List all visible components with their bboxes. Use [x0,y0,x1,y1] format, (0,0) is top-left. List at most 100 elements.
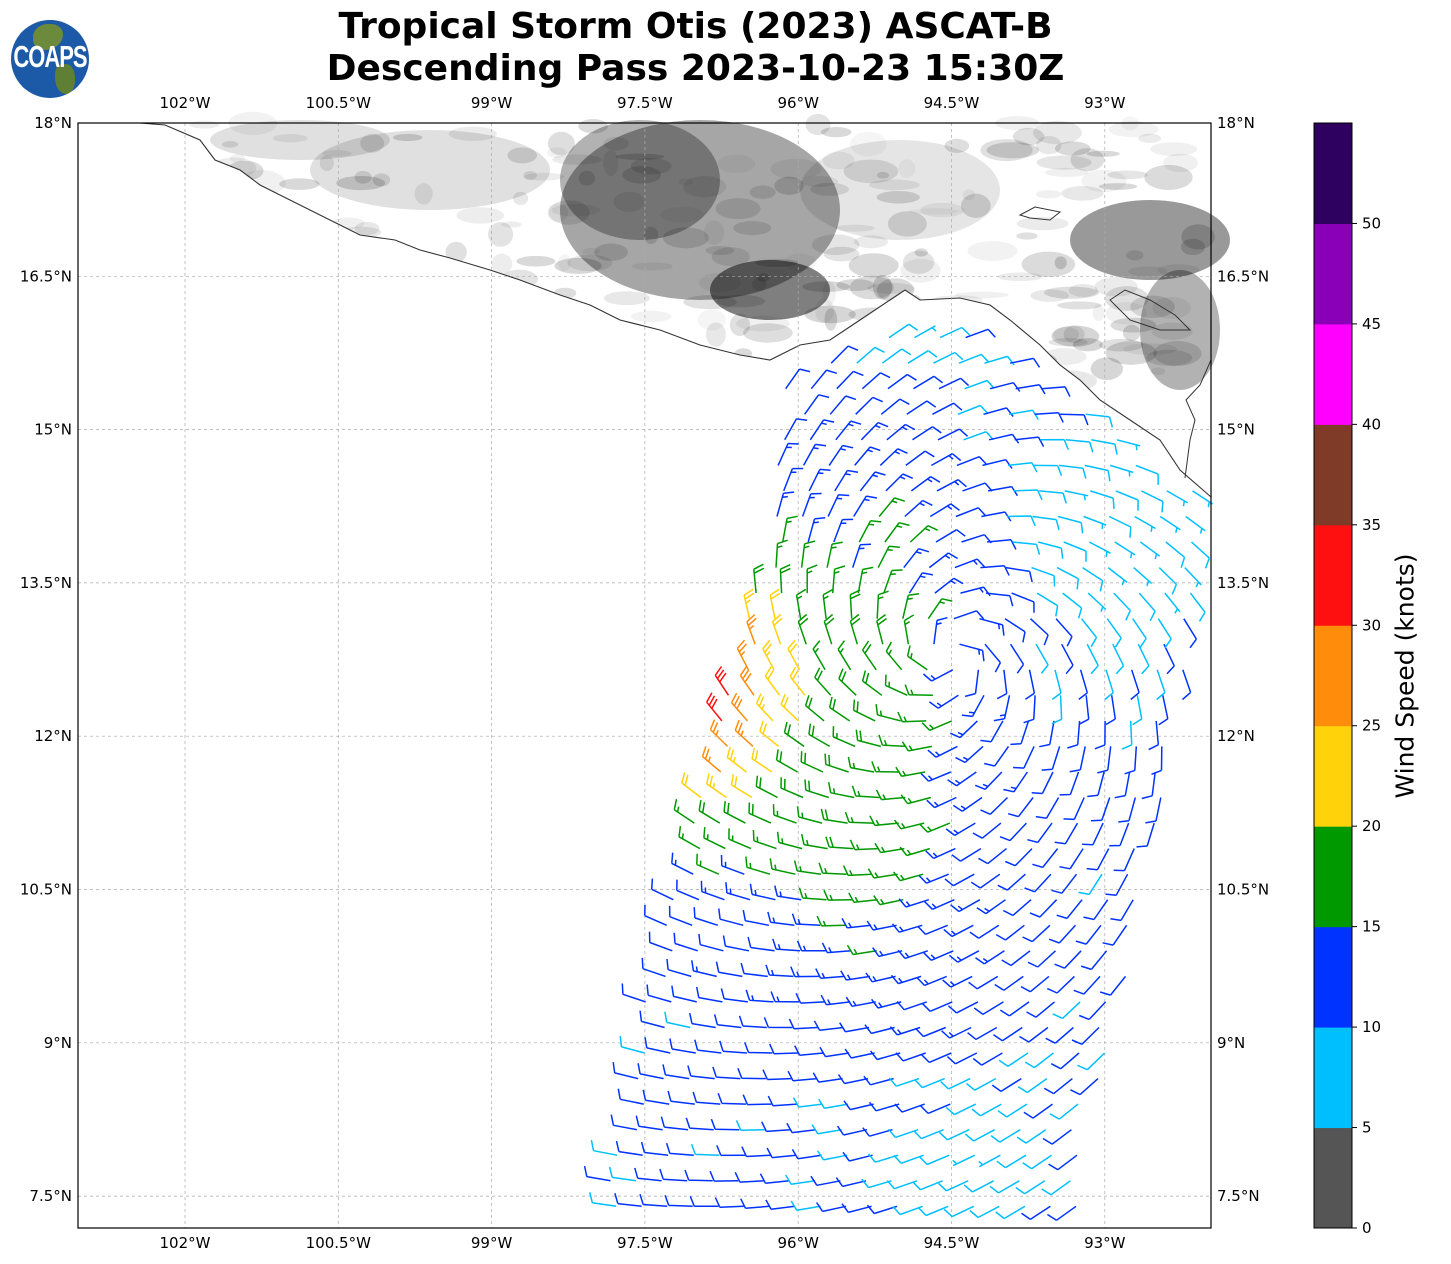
wind-barb [753,563,765,594]
wind-barb [1035,643,1049,674]
wind-barb [814,667,832,696]
terrain-relief [582,247,600,256]
wind-barb [869,815,899,827]
wind-barb [881,348,912,364]
wind-barb [846,944,877,956]
wind-barb [811,1124,842,1135]
wind-barb [946,1052,978,1065]
wind-barb [619,1036,645,1054]
wind-barb [777,442,799,466]
wind-barb [1054,950,1082,969]
wind-barb [974,771,1003,790]
wind-barb [918,873,949,884]
terrain-relief [854,235,889,249]
terrain-relief [997,272,1043,282]
terrain-relief [1072,338,1103,352]
terrain-relief [354,221,380,236]
wind-barb [685,1117,714,1131]
terrain-relief [1086,150,1120,157]
terrain-relief [560,120,840,300]
wind-barb [969,924,1000,939]
wind-barb [1156,669,1166,701]
wind-barb [1124,746,1138,775]
wind-barb [621,983,646,1003]
wind-barb [971,1103,1002,1117]
wind-barb [776,491,795,517]
wind-barb [851,785,880,799]
wind-barb [824,753,849,773]
wind-barb [976,899,1006,915]
terrain-relief [736,315,790,332]
wind-barb [687,1065,715,1080]
wind-barb [1078,873,1103,896]
wind-barb [1013,489,1043,501]
wind-barb [1110,899,1134,922]
wind-barb [791,1149,822,1160]
terrain-relief [229,154,246,163]
wind-barb [885,473,914,492]
wind-barb [1086,848,1110,871]
wind-barb [857,566,874,594]
colorbar-bin [1314,524,1352,626]
terrain-relief [319,155,335,172]
wind-barb [755,693,774,722]
wind-barb [1022,924,1051,943]
terrain-relief [802,281,851,293]
terrain-relief [354,170,372,184]
wind-barb [908,572,934,594]
terrain-relief [630,157,672,175]
wind-barb [812,640,826,671]
wind-barb [875,704,901,722]
colorbar-tick-label: 10 [1362,1018,1381,1036]
wind-barb [984,745,1010,767]
terrain-relief [210,120,390,160]
terrain-relief [1105,341,1157,365]
terrain-relief [1057,301,1102,310]
terrain-relief [336,175,386,191]
wind-barb [906,645,928,671]
wind-barb [1183,618,1198,649]
terrain-relief [578,119,608,134]
wind-barb [993,695,1011,722]
wind-barb [700,880,725,901]
wind-barb [993,1026,1023,1042]
wind-barb [858,520,882,543]
wind-barb [684,1169,713,1182]
terrain-relief [547,131,575,156]
lon-tick-label-bottom: 100.5°W [306,1234,371,1252]
wind-barb [780,694,800,722]
terrain-relief [321,149,352,157]
wind-barb [851,543,872,568]
wind-barb [1164,592,1181,614]
wind-barb [794,1045,824,1056]
wind-barb [951,847,982,862]
wind-barb [1113,848,1135,872]
colorbar-bin [1314,323,1352,425]
terrain-relief [1036,135,1062,155]
wind-barb [1112,643,1125,675]
terrain-relief [678,178,693,186]
terrain-relief [1092,304,1105,322]
terrain-relief [547,203,569,223]
wind-barb [701,746,722,773]
wind-barb [942,975,973,988]
wind-barb [1043,1078,1073,1095]
wind-barb [691,960,717,978]
terrain-relief [914,248,928,257]
wind-barb [1064,490,1089,501]
wind-barb [1078,669,1089,700]
terrain-relief [1108,121,1159,138]
wind-barb [810,1175,841,1187]
lat-tick-label-left: 18°N [34,114,72,132]
wind-barb [671,985,697,1003]
wind-barb [965,328,996,339]
wind-barb [693,907,719,927]
wind-barb [877,545,900,568]
terrain-relief [821,126,852,138]
terrain-relief [372,173,391,187]
wind-barb [901,741,933,752]
wind-barb [1046,1205,1077,1221]
wind-barb [1182,669,1192,701]
wind-barb [1013,746,1035,769]
wind-barb [972,822,1002,839]
